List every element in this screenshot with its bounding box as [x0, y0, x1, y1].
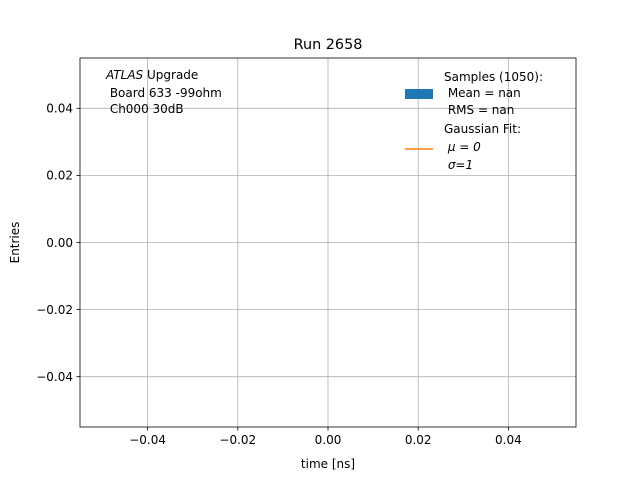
annotation-line-2: Board 633 -99ohm [106, 86, 222, 100]
chart-title: Run 2658 [294, 37, 363, 53]
y-tick-label: 0.02 [46, 169, 73, 183]
legend-samples-line-3: RMS = nan [444, 103, 514, 117]
x-tick-label: 0.00 [315, 433, 342, 447]
legend-fit-line-1: Gaussian Fit: [444, 122, 521, 136]
y-tick-label: −0.04 [36, 370, 73, 384]
x-tick-label: −0.04 [129, 433, 166, 447]
x-axis-ticks: −0.04 −0.02 0.00 0.02 0.04 [129, 427, 522, 447]
y-axis-label: Entries [8, 222, 22, 264]
annotation-line-1: ATLAS Upgrade [105, 68, 198, 82]
legend: Samples (1050): Mean = nan RMS = nan Gau… [405, 70, 543, 172]
legend-samples-patch [405, 89, 433, 99]
y-tick-label: −0.02 [36, 303, 73, 317]
grid [80, 58, 576, 427]
annotation-line-3: Ch000 30dB [106, 102, 184, 116]
y-axis-ticks: −0.04 −0.02 0.00 0.02 0.04 [36, 102, 80, 384]
x-tick-label: 0.02 [405, 433, 432, 447]
legend-fit-line-3: σ=1 [444, 158, 473, 172]
x-tick-label: 0.04 [495, 433, 522, 447]
x-axis-label: time [ns] [301, 457, 355, 471]
legend-samples-line-1: Samples (1050): [444, 70, 543, 84]
y-tick-label: 0.04 [46, 102, 73, 116]
y-tick-label: 0.00 [46, 236, 73, 250]
atlas-upgrade-label: Upgrade [143, 68, 198, 82]
x-tick-label: −0.02 [219, 433, 256, 447]
atlas-annotation: ATLAS Upgrade Board 633 -99ohm Ch000 30d… [105, 68, 222, 116]
atlas-label: ATLAS [105, 68, 144, 82]
legend-samples-line-2: Mean = nan [444, 86, 521, 100]
legend-fit-line-2: μ = 0 [444, 140, 481, 154]
